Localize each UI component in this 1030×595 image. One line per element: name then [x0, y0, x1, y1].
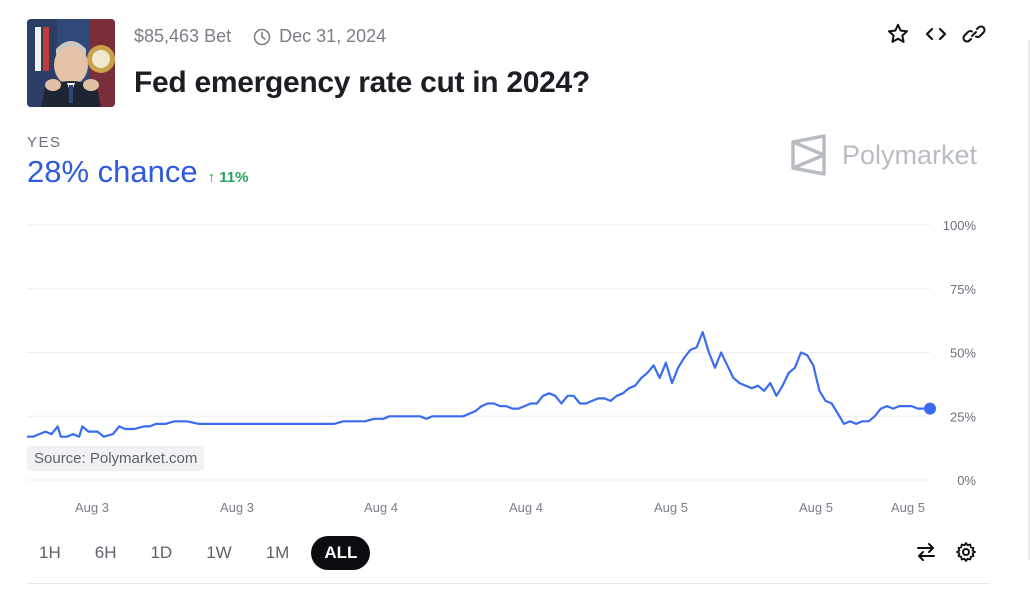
end-date-text: Dec 31, 2024 [279, 26, 387, 46]
current-value-dot[interactable] [924, 402, 936, 415]
bottom-divider [27, 583, 990, 584]
y-tick-label: 50% [950, 346, 976, 361]
swap-icon[interactable] [914, 540, 938, 564]
chance-value: 28% chance [27, 154, 198, 189]
outcome-chance: 28% chance ↑ 11% [27, 154, 249, 190]
x-tick-label: Aug 5 [891, 500, 925, 515]
polymarket-logo: Polymarket [790, 134, 977, 176]
portrait-image [27, 19, 115, 107]
timeframe-button-6h[interactable]: 6H [94, 543, 117, 562]
link-icon[interactable] [962, 22, 986, 46]
market-meta: $85,463 Bet Dec 31, 2024 [134, 26, 386, 47]
timeframe-button-1h[interactable]: 1H [39, 543, 61, 562]
timeframe-button-all[interactable]: ALL [311, 536, 371, 570]
x-tick-label: Aug 4 [364, 500, 398, 515]
timeframe-selector: 1H 6H 1D 1W 1M ALL [27, 536, 371, 570]
end-date: Dec 31, 2024 [253, 26, 386, 47]
timeframe-button-1w[interactable]: 1W [206, 543, 232, 562]
clock-icon [253, 28, 271, 45]
x-tick-label: Aug 3 [75, 500, 109, 515]
right-edge-divider [1028, 40, 1030, 560]
polymarket-logo-icon [791, 134, 826, 176]
gear-icon[interactable] [954, 540, 978, 564]
volume-label: $85,463 Bet [134, 26, 232, 46]
embed-icon[interactable] [924, 22, 948, 46]
timeframe-button-1m[interactable]: 1M [265, 543, 290, 562]
price-chart: 100% 75% 50% 25% 0% Aug 3 Aug 3 Aug 4 Aug 4 Aug 5… [27, 218, 977, 515]
chance-delta: ↑ 11% [207, 169, 249, 186]
header-actions [886, 22, 986, 46]
market-thumbnail [27, 19, 115, 107]
source-label: Source: Polymarket.com [27, 446, 205, 471]
brand-name: Polymarket [842, 139, 978, 170]
y-tick-label: 75% [950, 282, 976, 297]
y-tick-label: 25% [950, 409, 976, 424]
timeframe-button-1d[interactable]: 1D [150, 543, 173, 562]
x-tick-label: Aug 5 [654, 500, 688, 515]
star-icon[interactable] [886, 22, 910, 46]
x-tick-label: Aug 3 [220, 500, 254, 515]
x-tick-label: Aug 5 [799, 500, 833, 515]
outcome-label: YES [27, 134, 62, 151]
market-title: Fed emergency rate cut in 2024? [134, 66, 590, 99]
y-tick-label: 100% [943, 218, 977, 233]
series-line-yes [27, 331, 930, 438]
chart-controls [914, 540, 978, 564]
x-tick-label: Aug 4 [509, 500, 543, 515]
y-tick-label: 0% [957, 473, 976, 488]
